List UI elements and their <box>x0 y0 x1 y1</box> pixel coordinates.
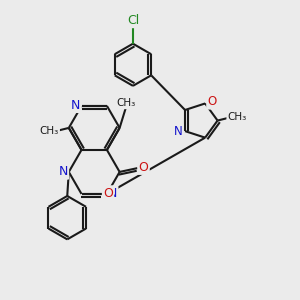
Text: O: O <box>103 188 113 200</box>
Text: O: O <box>139 161 148 174</box>
Text: N: N <box>71 99 81 112</box>
Text: CH₃: CH₃ <box>40 126 59 136</box>
Text: N: N <box>174 125 183 138</box>
Text: N: N <box>108 187 117 200</box>
Text: N: N <box>58 165 68 178</box>
Text: Cl: Cl <box>127 14 139 27</box>
Text: CH₃: CH₃ <box>227 112 247 122</box>
Text: CH₃: CH₃ <box>116 98 135 108</box>
Text: O: O <box>207 95 217 108</box>
